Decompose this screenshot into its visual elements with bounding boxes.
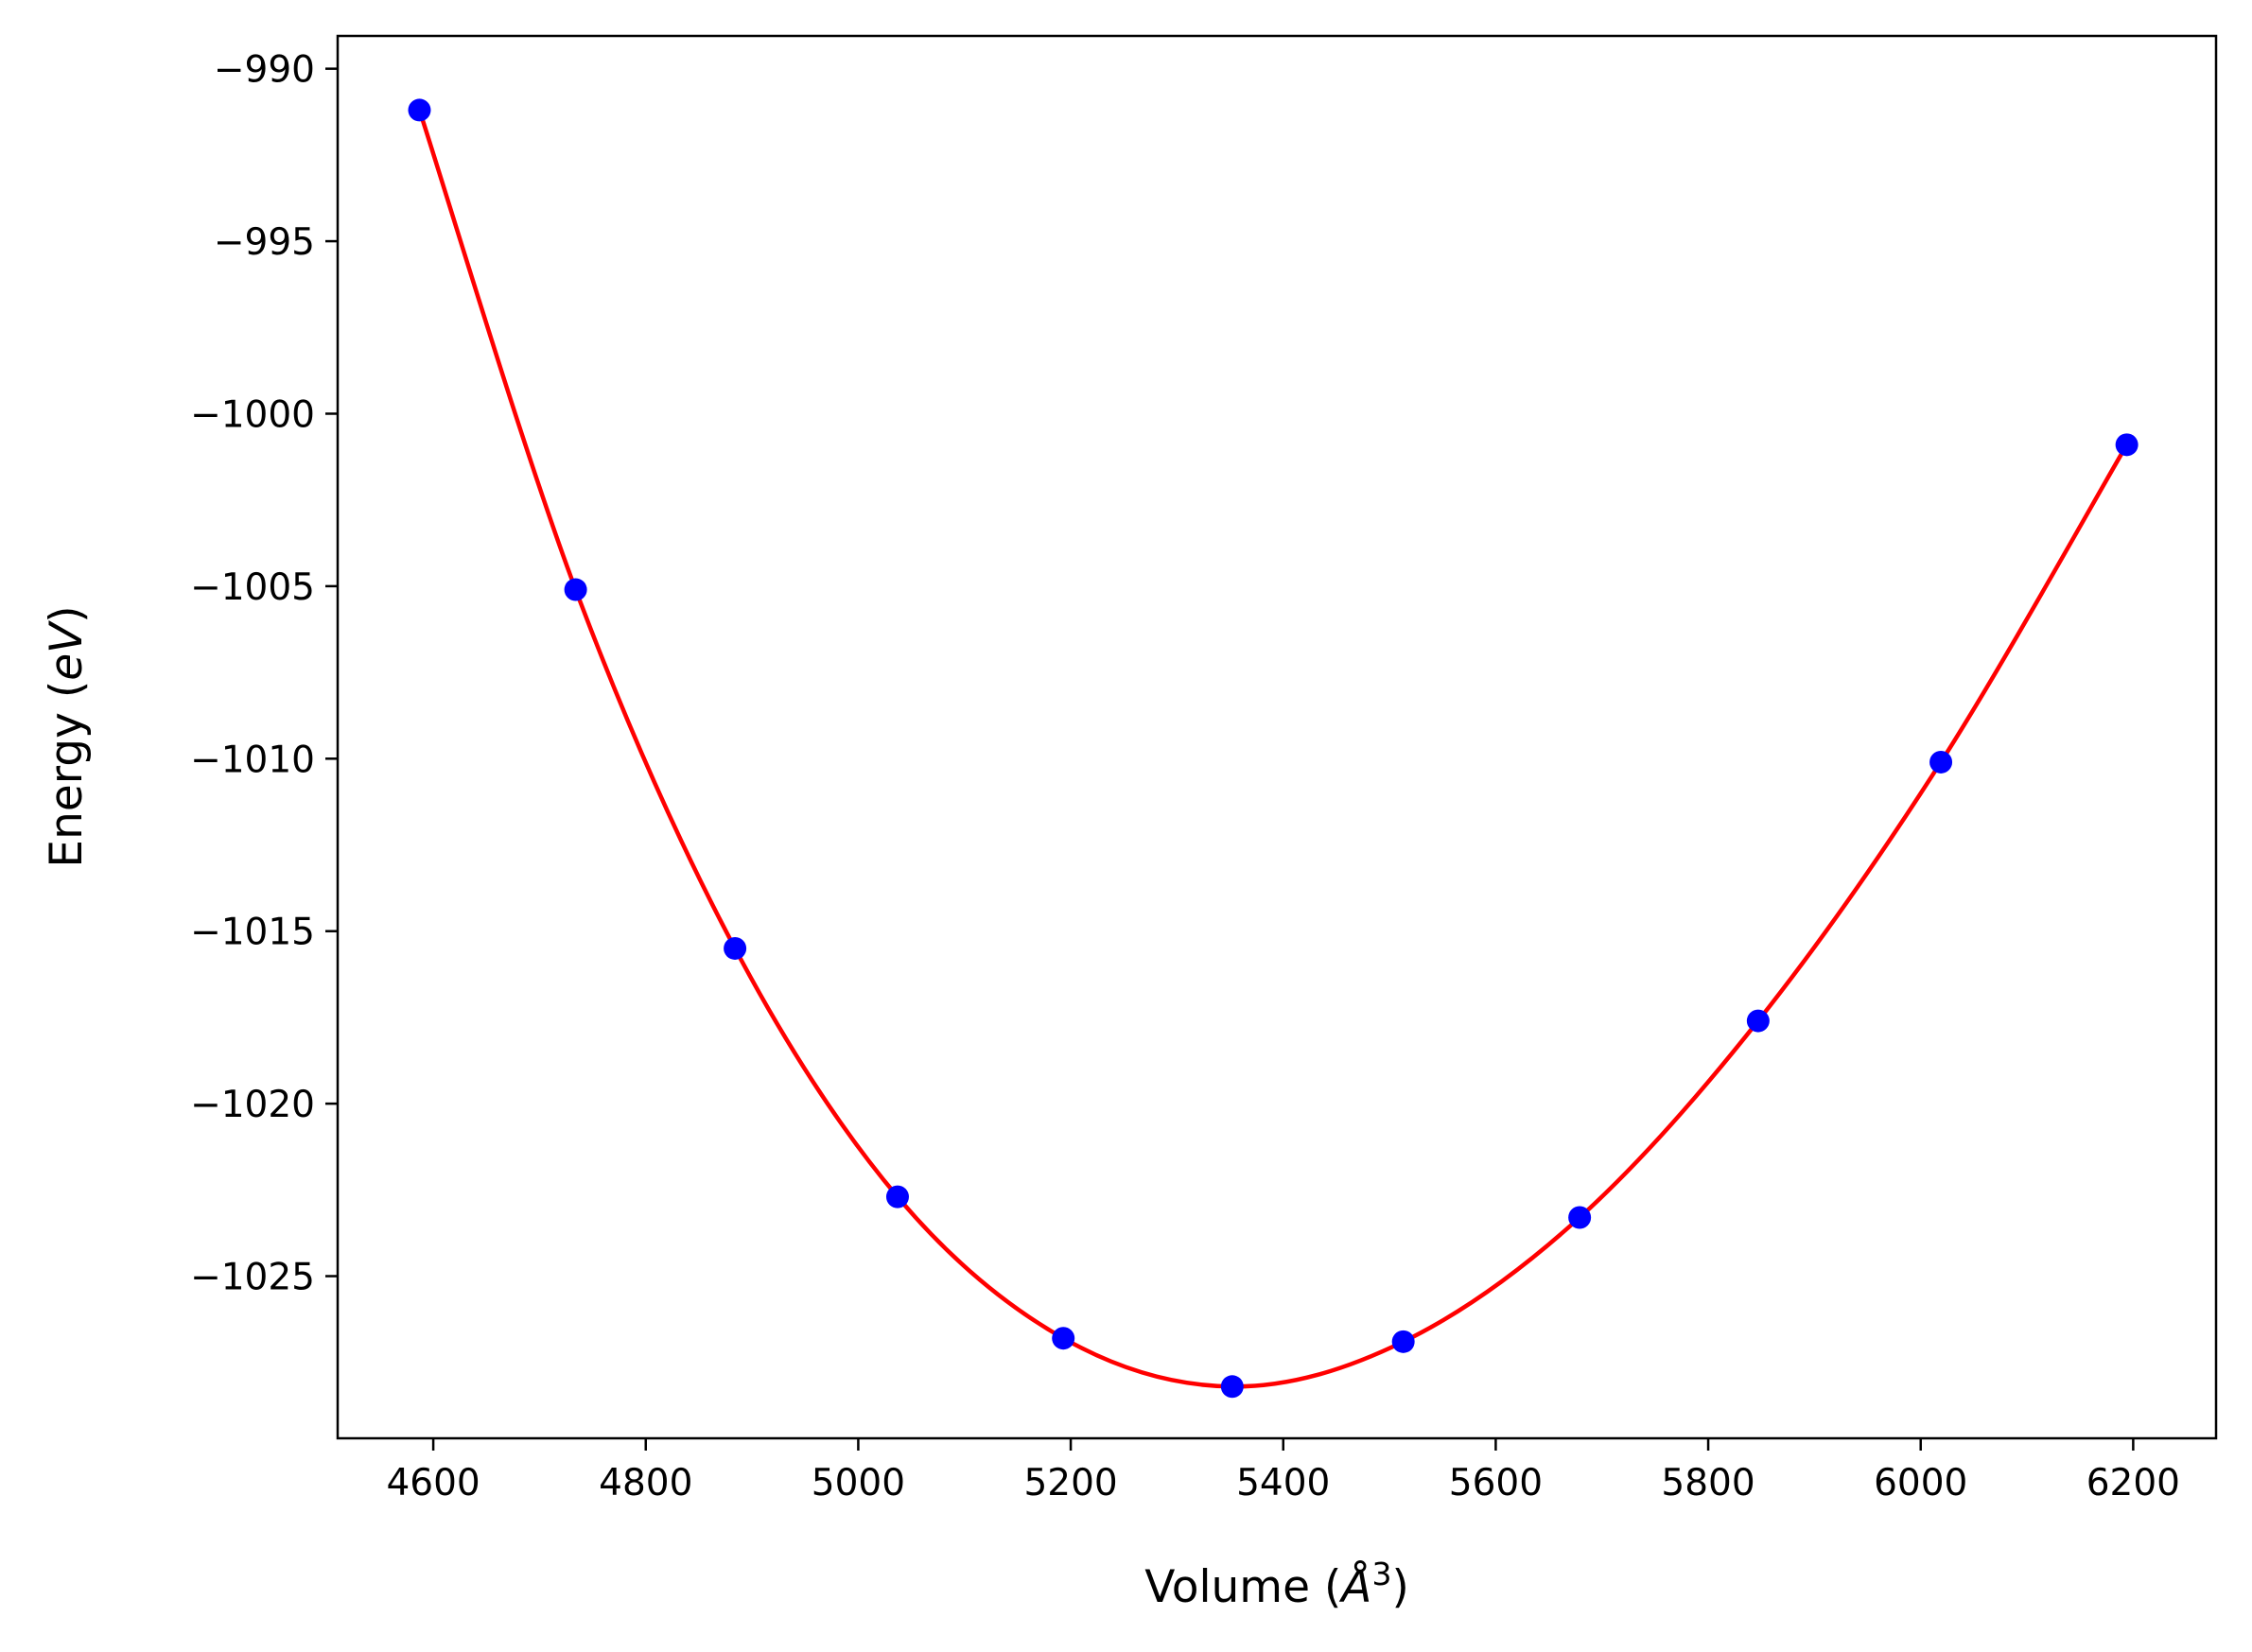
data-point <box>1929 750 1953 774</box>
x-tick-label: 5200 <box>1023 1462 1117 1504</box>
plot-frame <box>336 34 2218 1440</box>
data-point <box>1746 1009 1770 1033</box>
y-tick-label: −1015 <box>190 912 315 954</box>
data-point <box>2115 433 2139 457</box>
x-tick-label: 5400 <box>1236 1462 1330 1504</box>
data-point <box>564 578 587 601</box>
x-tick-label: 4800 <box>599 1462 692 1504</box>
data-point <box>1220 1375 1244 1399</box>
fit-curve <box>417 109 2129 1389</box>
data-point <box>1568 1206 1592 1229</box>
y-axis-ticks: −990 −995 −1000 −1005 −1010 −1015 −1020 −1025 <box>190 49 338 1299</box>
y-tick-label: −1005 <box>190 566 315 609</box>
x-axis-ticks: 4600 4800 5000 5200 5400 5600 5800 6000 6200 <box>386 1438 2180 1504</box>
y-tick-label: −1000 <box>190 393 315 436</box>
y-tick-label: −1025 <box>190 1257 315 1299</box>
x-axis-title: Volume (Å3) <box>1144 1556 1409 1613</box>
x-tick-label: 5600 <box>1449 1462 1543 1504</box>
x-tick-label: 4600 <box>386 1462 480 1504</box>
data-point <box>724 936 747 960</box>
fit-curve-layer <box>417 109 2129 1389</box>
y-tick-label: −1020 <box>190 1084 315 1126</box>
x-tick-label: 6200 <box>2086 1462 2180 1504</box>
y-axis-title: Energy (eV) <box>41 605 93 867</box>
data-point <box>1391 1330 1415 1353</box>
y-tick-label: −1010 <box>190 739 315 781</box>
data-point <box>408 98 431 122</box>
x-tick-label: 5800 <box>1661 1462 1754 1504</box>
x-tick-label: 6000 <box>1874 1462 1967 1504</box>
data-point <box>1052 1327 1075 1350</box>
x-tick-label: 5000 <box>812 1462 905 1504</box>
y-tick-label: −990 <box>214 49 315 92</box>
data-points-layer <box>408 98 2139 1399</box>
y-tick-label: −995 <box>214 221 315 264</box>
data-point <box>885 1185 909 1209</box>
